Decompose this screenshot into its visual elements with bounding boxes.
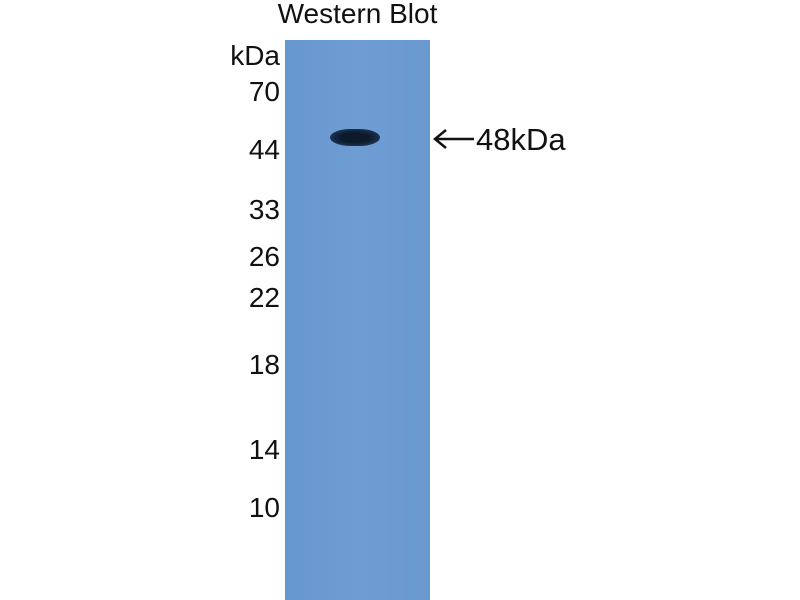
marker-label: 33 [248,194,280,225]
arrow-left-icon [433,129,474,149]
unit-label: kDa [230,40,280,71]
blot-lane [285,40,430,600]
marker-label: 18 [248,349,280,380]
protein-band [330,129,380,146]
marker-label: 10 [248,492,280,523]
marker-label: 26 [248,241,280,272]
marker-label: 14 [248,434,280,465]
band-annotation: 48kDa [476,122,566,157]
marker-label: 70 [248,76,280,107]
figure-title: Western Blot [277,0,438,29]
marker-label: 44 [248,134,280,165]
marker-label: 22 [248,282,280,313]
